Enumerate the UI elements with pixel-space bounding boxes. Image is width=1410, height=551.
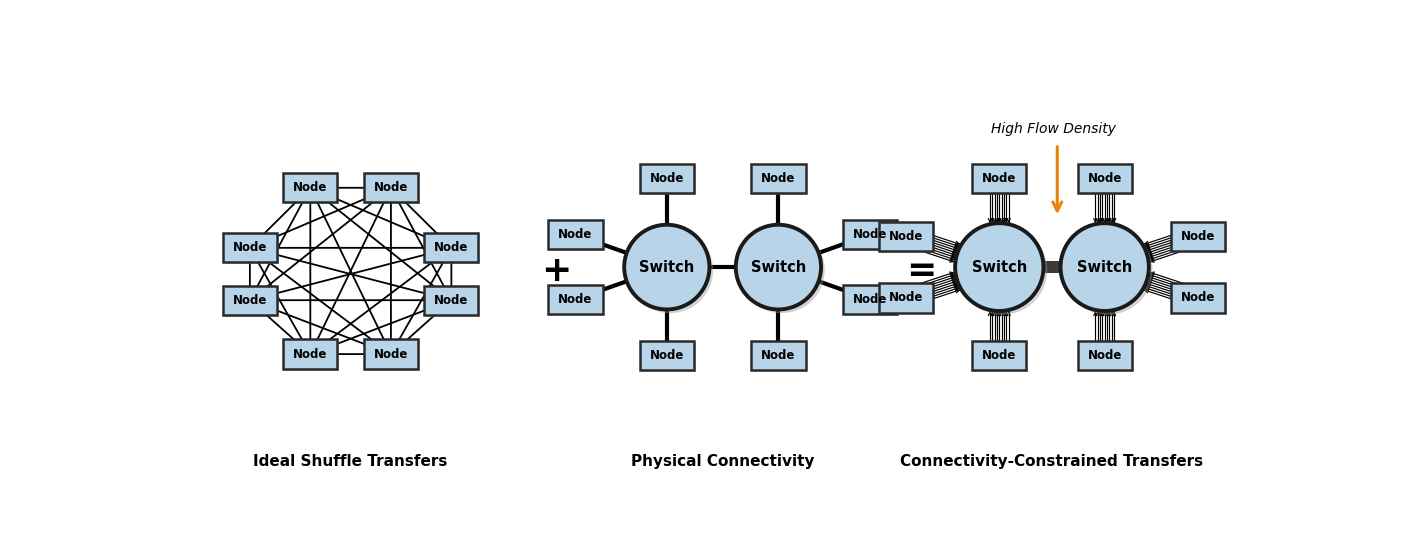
FancyBboxPatch shape [364,339,417,369]
FancyBboxPatch shape [752,341,805,370]
FancyBboxPatch shape [640,341,694,370]
FancyBboxPatch shape [424,285,478,315]
FancyBboxPatch shape [223,285,276,315]
Text: Node: Node [233,241,266,255]
Text: Node: Node [374,348,407,360]
Text: Node: Node [761,349,795,362]
FancyBboxPatch shape [550,222,605,251]
Text: Node: Node [761,172,795,185]
Text: Node: Node [650,172,684,185]
Text: Node: Node [374,181,407,195]
FancyBboxPatch shape [845,287,900,316]
FancyBboxPatch shape [364,173,417,202]
FancyBboxPatch shape [1080,343,1134,372]
FancyBboxPatch shape [285,342,340,371]
Circle shape [1063,226,1152,314]
FancyBboxPatch shape [426,235,481,264]
Text: Node: Node [890,291,924,304]
FancyBboxPatch shape [642,343,697,372]
Text: Node: Node [983,172,1017,185]
Text: Node: Node [558,228,592,241]
Text: Switch: Switch [971,260,1026,274]
Text: Node: Node [890,230,924,243]
Circle shape [955,223,1043,311]
FancyBboxPatch shape [1080,166,1134,195]
FancyBboxPatch shape [548,220,602,250]
FancyBboxPatch shape [424,233,478,262]
FancyBboxPatch shape [365,175,420,204]
FancyBboxPatch shape [1173,224,1227,253]
Circle shape [959,226,1046,314]
FancyBboxPatch shape [1077,341,1132,370]
Text: Node: Node [1087,172,1122,185]
FancyBboxPatch shape [880,222,933,251]
Text: =: = [907,254,938,288]
Text: Node: Node [853,228,887,241]
FancyBboxPatch shape [1173,285,1227,315]
FancyBboxPatch shape [224,288,279,317]
Circle shape [627,228,712,312]
Text: +: + [541,254,571,288]
FancyBboxPatch shape [753,166,808,195]
FancyBboxPatch shape [548,285,602,314]
Text: Switch: Switch [639,260,695,274]
Circle shape [1060,223,1149,311]
FancyBboxPatch shape [1170,222,1225,251]
FancyBboxPatch shape [283,339,337,369]
Text: Physical Connectivity: Physical Connectivity [630,453,815,469]
FancyBboxPatch shape [881,224,935,253]
Text: Node: Node [983,349,1017,362]
FancyBboxPatch shape [1170,283,1225,312]
Text: Node: Node [434,241,468,255]
Text: Ideal Shuffle Transfers: Ideal Shuffle Transfers [254,453,448,469]
FancyBboxPatch shape [974,166,1028,195]
FancyBboxPatch shape [224,235,279,264]
FancyBboxPatch shape [752,164,805,193]
Text: Switch: Switch [750,260,807,274]
Text: Node: Node [434,294,468,307]
Circle shape [625,225,709,310]
FancyBboxPatch shape [365,342,420,371]
FancyBboxPatch shape [971,341,1026,370]
FancyBboxPatch shape [426,288,481,317]
FancyBboxPatch shape [843,285,897,314]
Text: Node: Node [293,348,327,360]
FancyBboxPatch shape [974,343,1028,372]
Text: Node: Node [1087,349,1122,362]
Text: Node: Node [1180,291,1215,304]
FancyBboxPatch shape [881,285,935,315]
Text: Switch: Switch [1077,260,1132,274]
FancyBboxPatch shape [845,222,900,251]
Text: Connectivity-Constrained Transfers: Connectivity-Constrained Transfers [901,453,1204,469]
FancyBboxPatch shape [843,220,897,250]
FancyBboxPatch shape [642,166,697,195]
FancyBboxPatch shape [550,287,605,316]
Text: Node: Node [233,294,266,307]
Text: Node: Node [1180,230,1215,243]
FancyBboxPatch shape [223,233,276,262]
FancyBboxPatch shape [283,173,337,202]
Text: Node: Node [650,349,684,362]
FancyBboxPatch shape [285,175,340,204]
FancyBboxPatch shape [753,343,808,372]
Circle shape [736,225,821,310]
Circle shape [739,228,825,312]
FancyBboxPatch shape [640,164,694,193]
Text: Node: Node [558,293,592,306]
Text: High Flow Density: High Flow Density [991,122,1115,136]
Text: Node: Node [293,181,327,195]
Text: Node: Node [853,293,887,306]
FancyBboxPatch shape [880,283,933,312]
FancyBboxPatch shape [971,164,1026,193]
FancyBboxPatch shape [1077,164,1132,193]
